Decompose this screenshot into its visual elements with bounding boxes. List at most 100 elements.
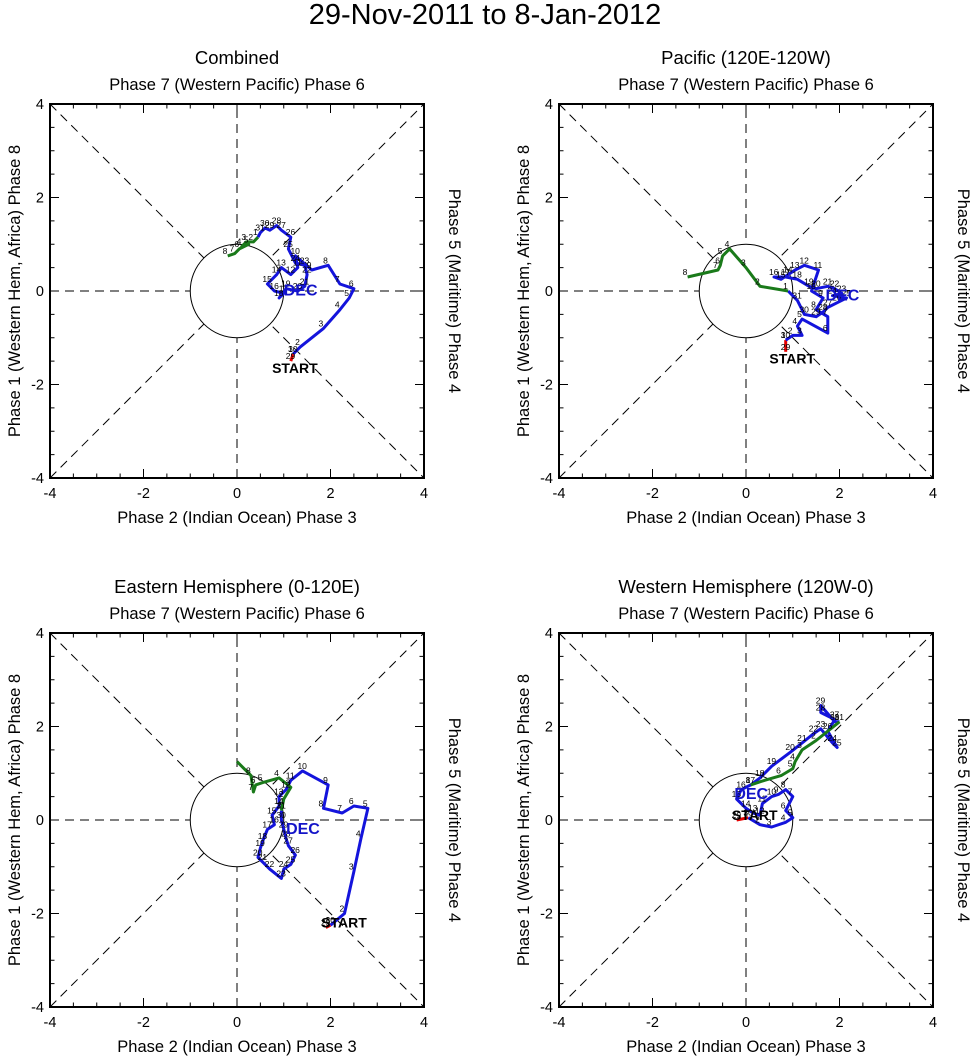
day-label: 1 (288, 344, 293, 354)
day-label: 24 (827, 286, 837, 296)
diagonal-dashed-line (558, 103, 934, 479)
day-label: 2 (279, 789, 284, 799)
x-tick-label: 2 (326, 486, 334, 502)
bottom-phase-label: Phase 2 (Indian Ocean) Phase 3 (626, 509, 865, 527)
day-label: 9 (323, 775, 328, 785)
day-label: 7 (248, 782, 253, 792)
day-label: 30 (799, 304, 809, 314)
day-label: 1 (253, 227, 258, 237)
day-label: 15 (732, 789, 742, 799)
day-label: 3 (349, 861, 354, 871)
day-label: 8 (323, 255, 328, 265)
day-label: 29 (286, 351, 296, 361)
trajectory-dec (256, 769, 370, 927)
day-label: 20 (785, 742, 795, 752)
x-tick-label: 2 (326, 1015, 334, 1031)
day-label: 27 (283, 836, 293, 846)
day-label: 24 (279, 859, 289, 869)
diagonal-dashed-line (558, 632, 934, 1008)
day-label: 1 (276, 801, 281, 811)
y-tick-label: 2 (545, 720, 553, 736)
day-label: 31 (792, 290, 802, 300)
day-label: 3 (741, 258, 746, 268)
day-label: 4 (356, 829, 361, 839)
day-label: 26 (832, 293, 842, 303)
day-label: 23 (816, 719, 826, 729)
y-tick-label: 0 (545, 813, 553, 829)
top-phase-label: Phase 7 (Western Pacific) Phase 6 (618, 605, 874, 623)
day-label: 3 (318, 318, 323, 328)
day-label: 27 (830, 709, 840, 719)
x-tick-label: 0 (742, 486, 750, 502)
x-tick-label: -4 (44, 486, 57, 502)
day-label: 15 (262, 274, 272, 284)
day-label: 3 (797, 740, 802, 750)
day-label: 10 (767, 787, 777, 797)
day-label: 12 (286, 265, 296, 275)
day-label: 12 (799, 255, 809, 265)
day-label: 6 (234, 239, 239, 249)
y-tick-label: -2 (31, 378, 44, 394)
top-phase-label: Phase 7 (Western Pacific) Phase 6 (109, 76, 365, 94)
figure-title: 29-Nov-2011 to 8-Jan-2012 (309, 0, 662, 31)
day-label: 6 (776, 766, 781, 776)
day-label: 10 (297, 761, 307, 771)
day-label: 14 (741, 798, 751, 808)
day-label: 22 (809, 724, 819, 734)
unit-amplitude-circle (698, 243, 794, 339)
day-label: 4 (790, 752, 795, 762)
start-label: START (732, 807, 778, 823)
left-phase-label: Phase 1 (Western Hem, Africa) Phase 8 (515, 674, 533, 966)
day-label: 7 (788, 787, 793, 797)
day-label: 24 (290, 253, 300, 263)
right-phase-label: Phase 5 (Maritime) Phase 4 (445, 718, 463, 923)
x-tick-label: -4 (553, 1015, 566, 1031)
day-label: 19 (767, 756, 777, 766)
trajectory-nov (736, 816, 749, 822)
left-phase-label: Phase 1 (Western Hem, Africa) Phase 8 (6, 674, 24, 966)
day-label: 8 (683, 267, 688, 277)
right-phase-label: Phase 5 (Maritime) Phase 4 (954, 718, 971, 923)
day-label: 1 (743, 808, 748, 818)
day-label: 18 (755, 768, 765, 778)
y-tick-label: -4 (540, 1000, 553, 1016)
day-label: 10 (290, 246, 300, 256)
day-label: 29 (732, 810, 742, 820)
day-label: 3 (767, 817, 772, 827)
day-label: 25 (283, 239, 293, 249)
day-label: 4 (725, 239, 730, 249)
day-label: 5 (788, 759, 793, 769)
day-label: 1 (326, 915, 331, 925)
day-label: 22 (302, 265, 312, 275)
day-label: 17 (746, 775, 756, 785)
day-label: 16 (269, 281, 279, 291)
x-tick-label: -2 (137, 486, 150, 502)
day-label: 2 (811, 731, 816, 741)
y-tick-label: 2 (36, 191, 44, 207)
day-label: 8 (223, 246, 228, 256)
day-label: 8 (746, 775, 751, 785)
day-label: 14 (274, 796, 284, 806)
day-label: 7 (337, 803, 342, 813)
day-label: 26 (290, 845, 300, 855)
day-label: 3 (286, 777, 291, 787)
y-tick-label: 4 (545, 626, 553, 642)
bottom-phase-label: Phase 2 (Indian Ocean) Phase 3 (117, 1038, 356, 1056)
trajectory-jan (235, 760, 293, 811)
day-label: 7 (335, 274, 340, 284)
day-label: 30 (326, 915, 336, 925)
day-label: 27 (276, 220, 286, 230)
x-tick-label: 2 (835, 486, 843, 502)
day-label: 18 (274, 288, 284, 298)
day-label: 18 (258, 831, 268, 841)
day-label: 1 (783, 281, 788, 291)
day-label: 5 (258, 773, 263, 783)
top-phase-label: Phase 7 (Western Pacific) Phase 6 (618, 76, 874, 94)
day-label: 20 (293, 281, 303, 291)
day-label: 5 (344, 288, 349, 298)
day-label: 11 (813, 260, 822, 270)
day-label: 21 (300, 276, 310, 286)
day-label: 11 (293, 258, 302, 268)
panel-title: Western Hemisphere (120W-0) (618, 576, 873, 597)
